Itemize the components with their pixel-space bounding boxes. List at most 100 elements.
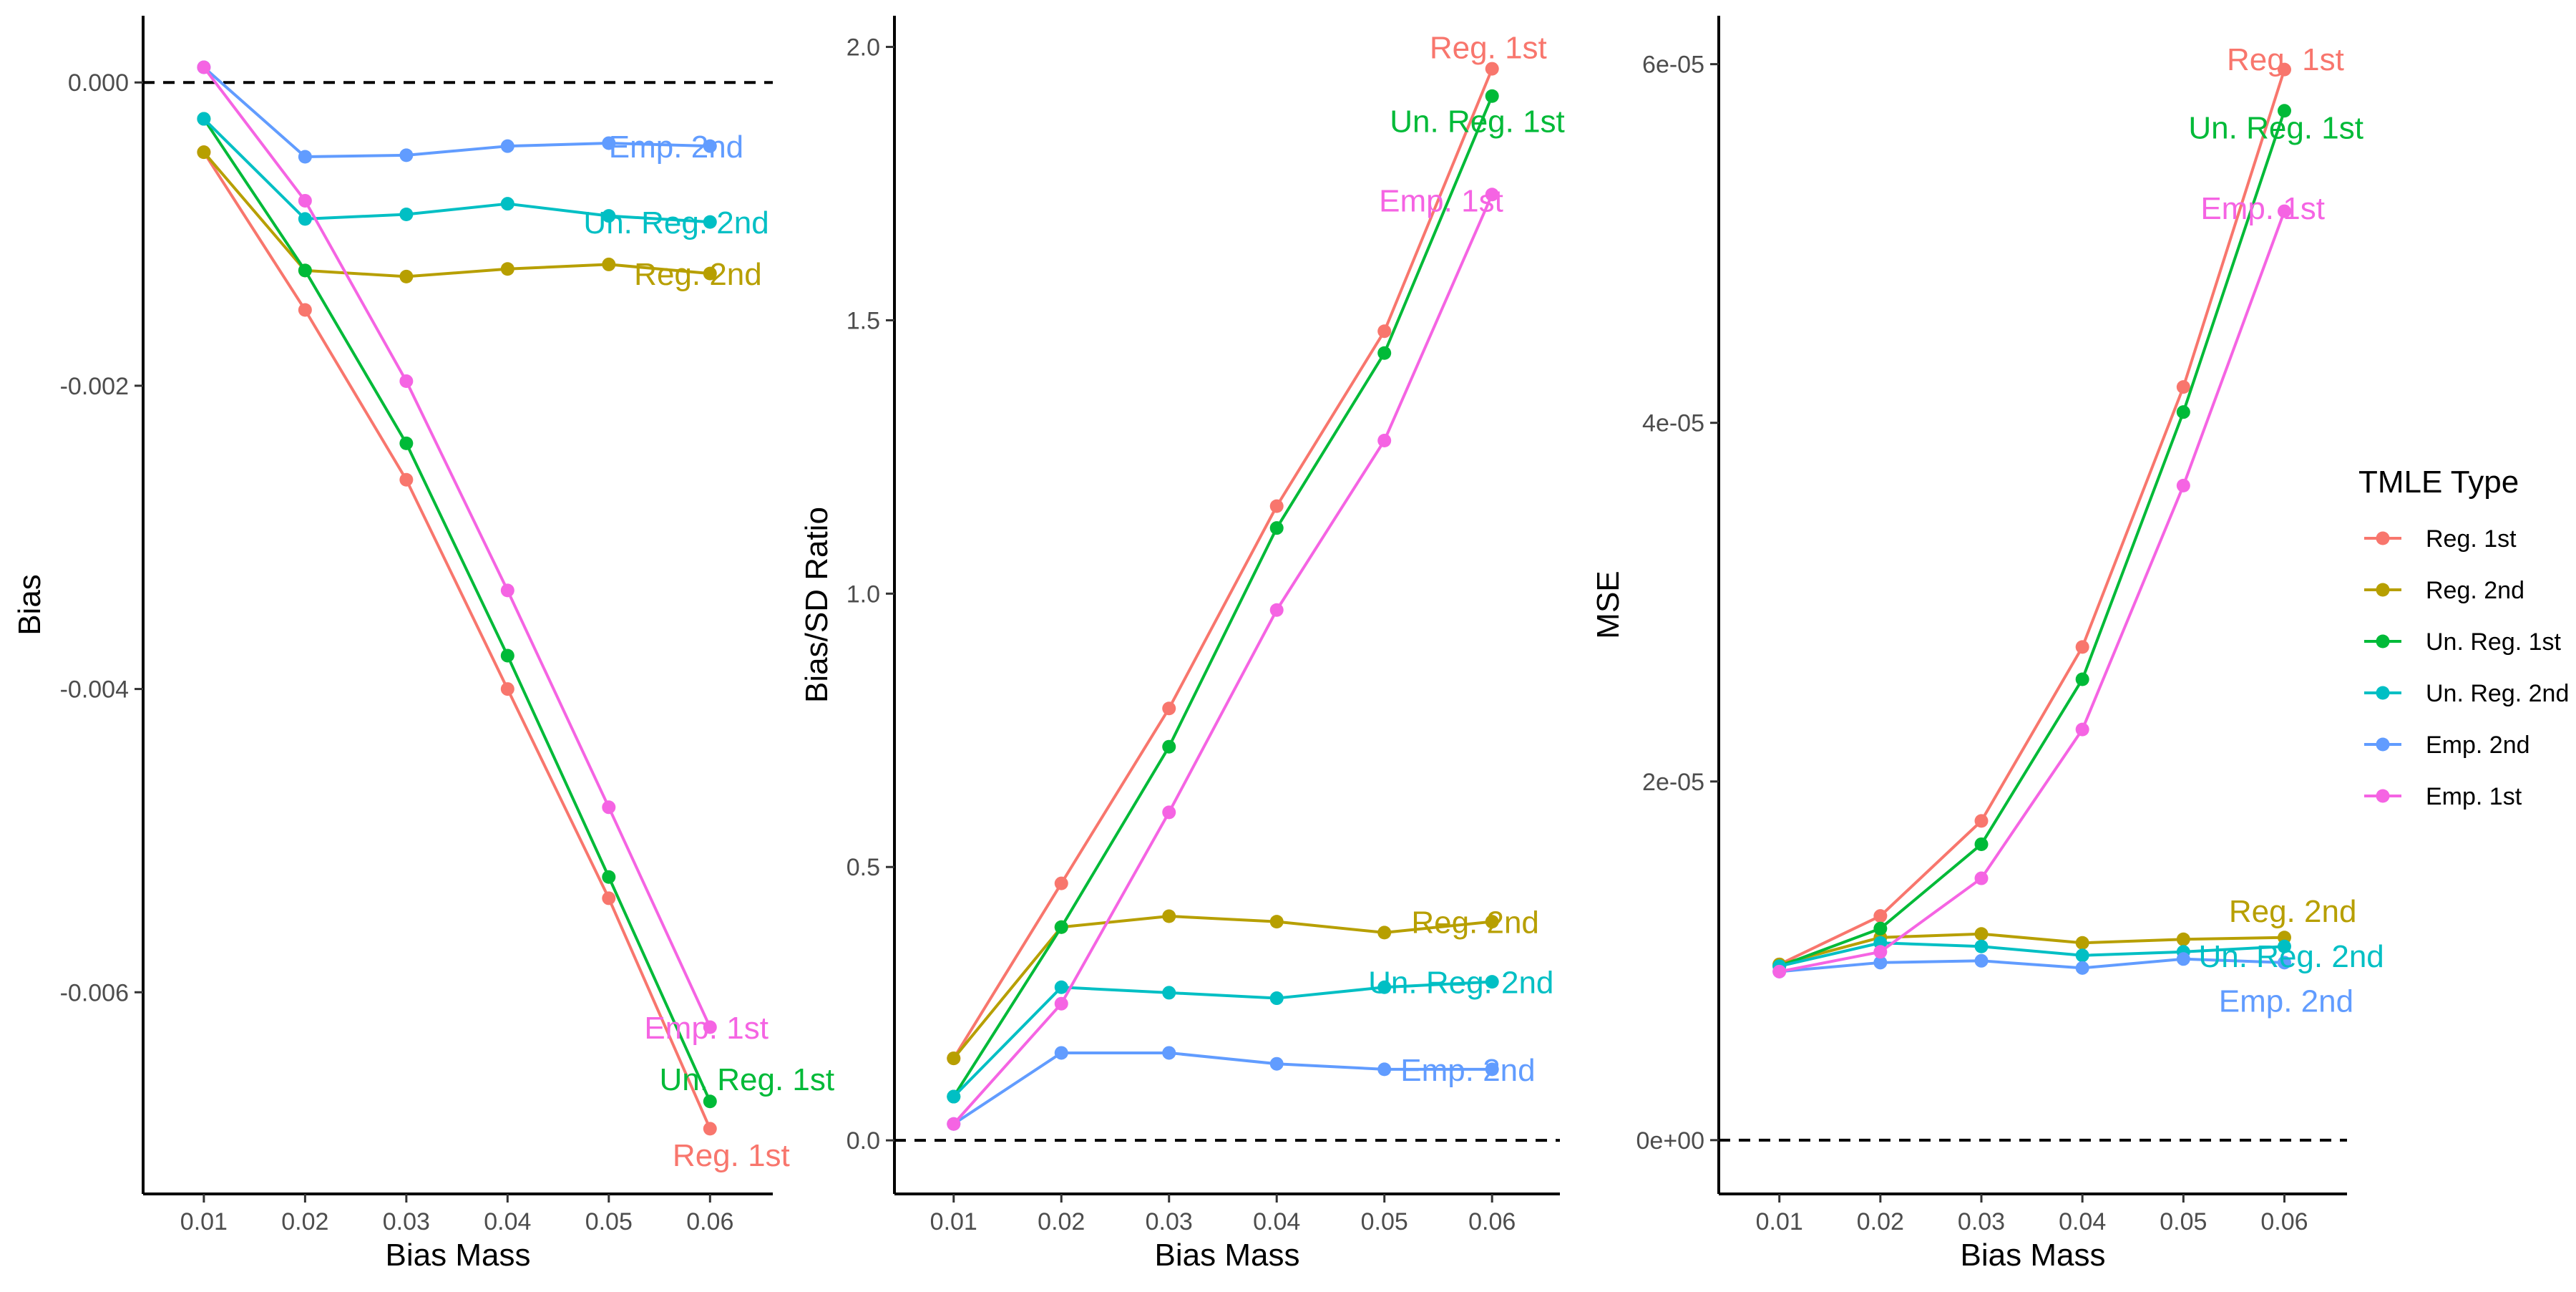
legend-key-point-emp-1st [2376,789,2390,803]
y-tick-label: 1.5 [847,307,880,334]
series-line-reg-2nd [1779,932,2285,966]
x-tick-label: 0.03 [383,1208,430,1235]
data-point-emp-2nd [602,136,616,150]
data-point-emp-2nd [1485,1062,1499,1077]
data-point-reg-1st [1054,876,1068,890]
x-axis-title: Bias Mass [386,1238,531,1273]
series-line-un-reg-2nd [952,980,1493,1098]
data-point-emp-1st [2176,478,2190,492]
data-point-reg-2nd [399,269,414,283]
data-point-un-reg-2nd [602,209,616,223]
data-point-emp-2nd [298,150,312,164]
legend-title: TMLE Type [2358,465,2519,500]
data-point-un-reg-2nd [298,212,312,226]
data-point-un-reg-1st [602,870,616,884]
data-point-un-reg-2nd [703,215,717,229]
data-point-reg-2nd [1269,915,1284,929]
data-point-un-reg-1st [399,436,414,450]
data-point-reg-2nd [197,145,211,160]
data-point-reg-1st [2277,62,2291,77]
x-tick-label: 0.03 [1958,1208,2005,1235]
data-point-un-reg-1st [1054,920,1068,934]
x-axis-title: Bias Mass [1155,1238,1300,1273]
data-point-un-reg-1st [1974,837,1989,851]
series-line-un-reg-2nd [203,117,711,224]
data-point-emp-1st [1485,188,1499,202]
y-tick-label: 1.0 [847,581,880,608]
data-point-un-reg-2nd [500,197,514,211]
data-point-un-reg-2nd [2277,939,2291,953]
x-tick-label: 0.06 [2260,1208,2308,1235]
legend-key-point-un-reg-2nd [2376,686,2390,700]
x-tick-label: 0.05 [585,1208,633,1235]
series-annotation-reg-2nd: Reg. 2nd [634,257,762,292]
series-line-un-reg-1st [1778,110,2286,968]
series-annotation-emp-1st: Emp. 1st [1379,183,1503,218]
data-point-emp-1st [1054,996,1068,1011]
panel-bias-sd-ratio: 0.0 0.5 1.0 1.5 2.0 0.01 0.02 0.03 0.04 0.05 0.06 B… [799,16,1565,1273]
data-point-un-reg-2nd [1377,980,1392,994]
y-tick-label: 0.0 [847,1127,880,1155]
y-tick-label: 6e-05 [1642,52,1704,79]
y-tick-label: 4e-05 [1642,410,1704,437]
data-point-reg-2nd [1377,926,1392,940]
data-point-reg-1st [500,682,514,696]
y-tick-label: -0.004 [60,676,129,704]
y-tick-label: 0.000 [68,69,129,97]
legend-items: Reg. 1st Reg. 2nd Un. Reg. 1st Un. Reg. 2nd… [2364,525,2569,810]
series-line-emp-1st [952,193,1494,1125]
series-line-reg-1st [952,68,1494,1059]
data-point-un-reg-1st [2176,405,2190,419]
data-point-emp-2nd [1974,953,1989,968]
data-point-un-reg-1st [2075,672,2089,686]
data-point-emp-2nd [1377,1062,1392,1077]
data-point-emp-1st [2277,204,2291,218]
series-annotation-reg-1st: Reg. 1st [1430,31,1547,66]
data-point-emp-2nd [1269,1057,1284,1071]
series-line-reg-2nd [203,151,711,278]
series-annotation-emp-2nd: Emp. 2nd [2219,983,2353,1019]
data-point-un-reg-2nd [1162,986,1176,1000]
series-line-un-reg-1st [952,95,1494,1098]
legend-label-reg-2nd: Reg. 2nd [2426,577,2524,604]
data-point-emp-1st [1772,964,1787,978]
data-point-un-reg-1st [298,263,312,278]
series-line-reg-2nd [952,914,1493,1059]
data-point-un-reg-2nd [1485,975,1499,989]
data-point-un-reg-1st [1162,739,1176,754]
panel-mse: 0e+00 2e-05 4e-05 6e-05 0.01 0.02 0.03 0.04 0.05… [1591,16,2384,1273]
series-annotation-reg-2nd: Reg. 2nd [1411,905,1539,941]
data-point-emp-1st [1377,433,1392,447]
data-point-reg-2nd [947,1051,961,1066]
y-axis-title: Bias [12,574,47,636]
data-point-reg-1st [703,1122,717,1136]
data-point-emp-2nd [1873,956,1888,970]
x-tick-label: 0.05 [2160,1208,2207,1235]
data-point-reg-1st [2176,380,2190,394]
data-point-emp-1st [1873,945,1888,959]
data-point-reg-2nd [2075,936,2089,950]
data-point-reg-1st [602,891,616,905]
data-point-un-reg-2nd [399,208,414,222]
data-point-reg-2nd [1162,909,1176,923]
x-tick-label: 0.02 [281,1208,328,1235]
series-annotation-emp-2nd: Emp. 2nd [1400,1053,1535,1088]
x-tick-label: 0.06 [686,1208,733,1235]
data-point-un-reg-2nd [1054,980,1068,994]
series-line-emp-1st [1779,210,2286,973]
data-point-un-reg-1st [1377,346,1392,360]
x-tick-label: 0.06 [1468,1208,1516,1235]
series-line-emp-2nd [1779,957,2285,973]
series-annotation-un-reg-1st: Un. Reg. 1st [2188,110,2363,145]
x-axis-title: Bias Mass [1961,1238,2106,1273]
series-line-reg-1st [203,151,712,1130]
x-tick-label: 0.04 [2059,1208,2106,1235]
series-annotation-reg-2nd: Reg. 2nd [2229,894,2357,929]
data-point-reg-1st [1162,701,1176,716]
x-tick-label: 0.03 [1146,1208,1193,1235]
legend-key-point-reg-2nd [2376,583,2390,597]
data-point-emp-2nd [703,139,717,153]
legend-key-point-reg-1st [2376,531,2390,545]
legend: TMLE Type Reg. 1st Reg. 2nd Un. Reg. 1st Un… [2358,465,2569,810]
